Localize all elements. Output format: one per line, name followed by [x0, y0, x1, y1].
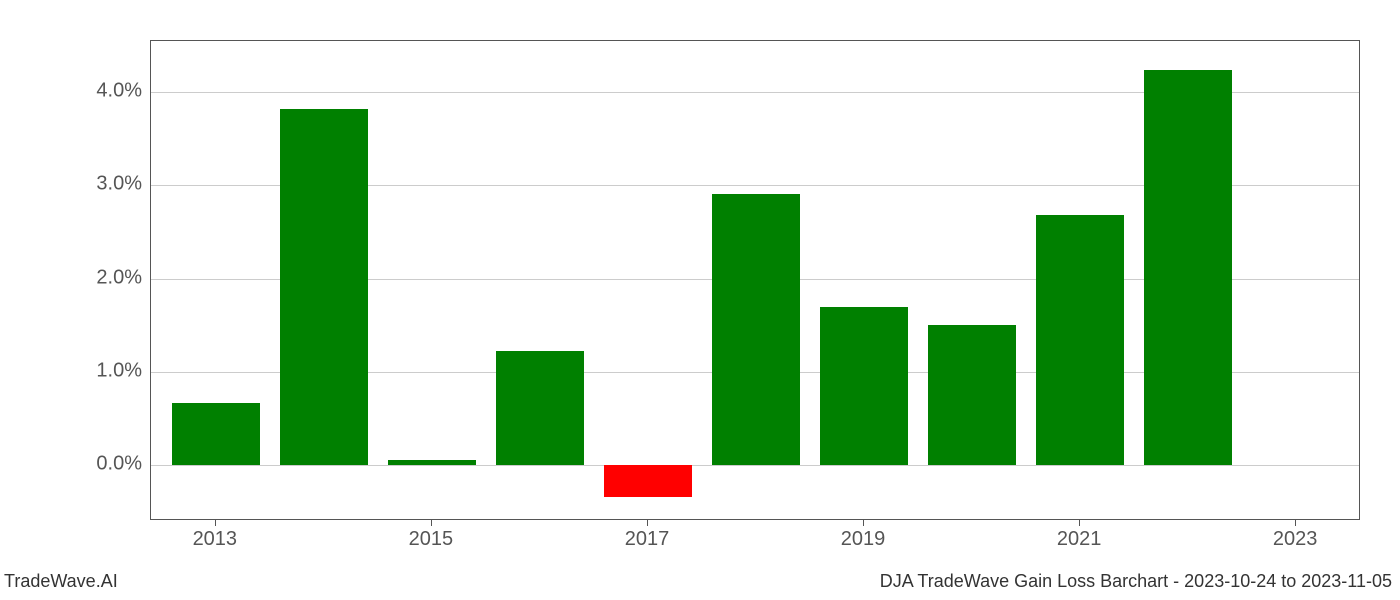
- x-tick-label: 2021: [1057, 528, 1102, 551]
- x-tick-mark: [647, 520, 648, 526]
- y-tick-label: 3.0%: [62, 173, 142, 196]
- bar: [388, 460, 477, 465]
- footer-left-text: TradeWave.AI: [4, 571, 118, 592]
- y-tick-label: 1.0%: [62, 359, 142, 382]
- footer-right-text: DJA TradeWave Gain Loss Barchart - 2023-…: [880, 571, 1392, 592]
- bar: [928, 325, 1017, 465]
- bar: [172, 403, 261, 465]
- x-tick-label: 2015: [409, 528, 454, 551]
- x-tick-label: 2023: [1273, 528, 1318, 551]
- x-tick-mark: [1079, 520, 1080, 526]
- bar: [712, 194, 801, 465]
- y-tick-label: 0.0%: [62, 453, 142, 476]
- y-tick-label: 2.0%: [62, 266, 142, 289]
- gridline: [151, 465, 1359, 466]
- bar: [1144, 70, 1233, 465]
- chart-plot-area: [150, 40, 1360, 520]
- y-tick-label: 4.0%: [62, 80, 142, 103]
- bar: [1036, 215, 1125, 465]
- x-tick-label: 2017: [625, 528, 670, 551]
- x-tick-mark: [431, 520, 432, 526]
- bar: [820, 307, 909, 465]
- x-tick-label: 2019: [841, 528, 886, 551]
- x-tick-mark: [863, 520, 864, 526]
- x-tick-mark: [215, 520, 216, 526]
- x-tick-label: 2013: [193, 528, 238, 551]
- bar: [280, 109, 369, 465]
- bar: [496, 351, 585, 465]
- bar: [604, 465, 693, 497]
- x-tick-mark: [1295, 520, 1296, 526]
